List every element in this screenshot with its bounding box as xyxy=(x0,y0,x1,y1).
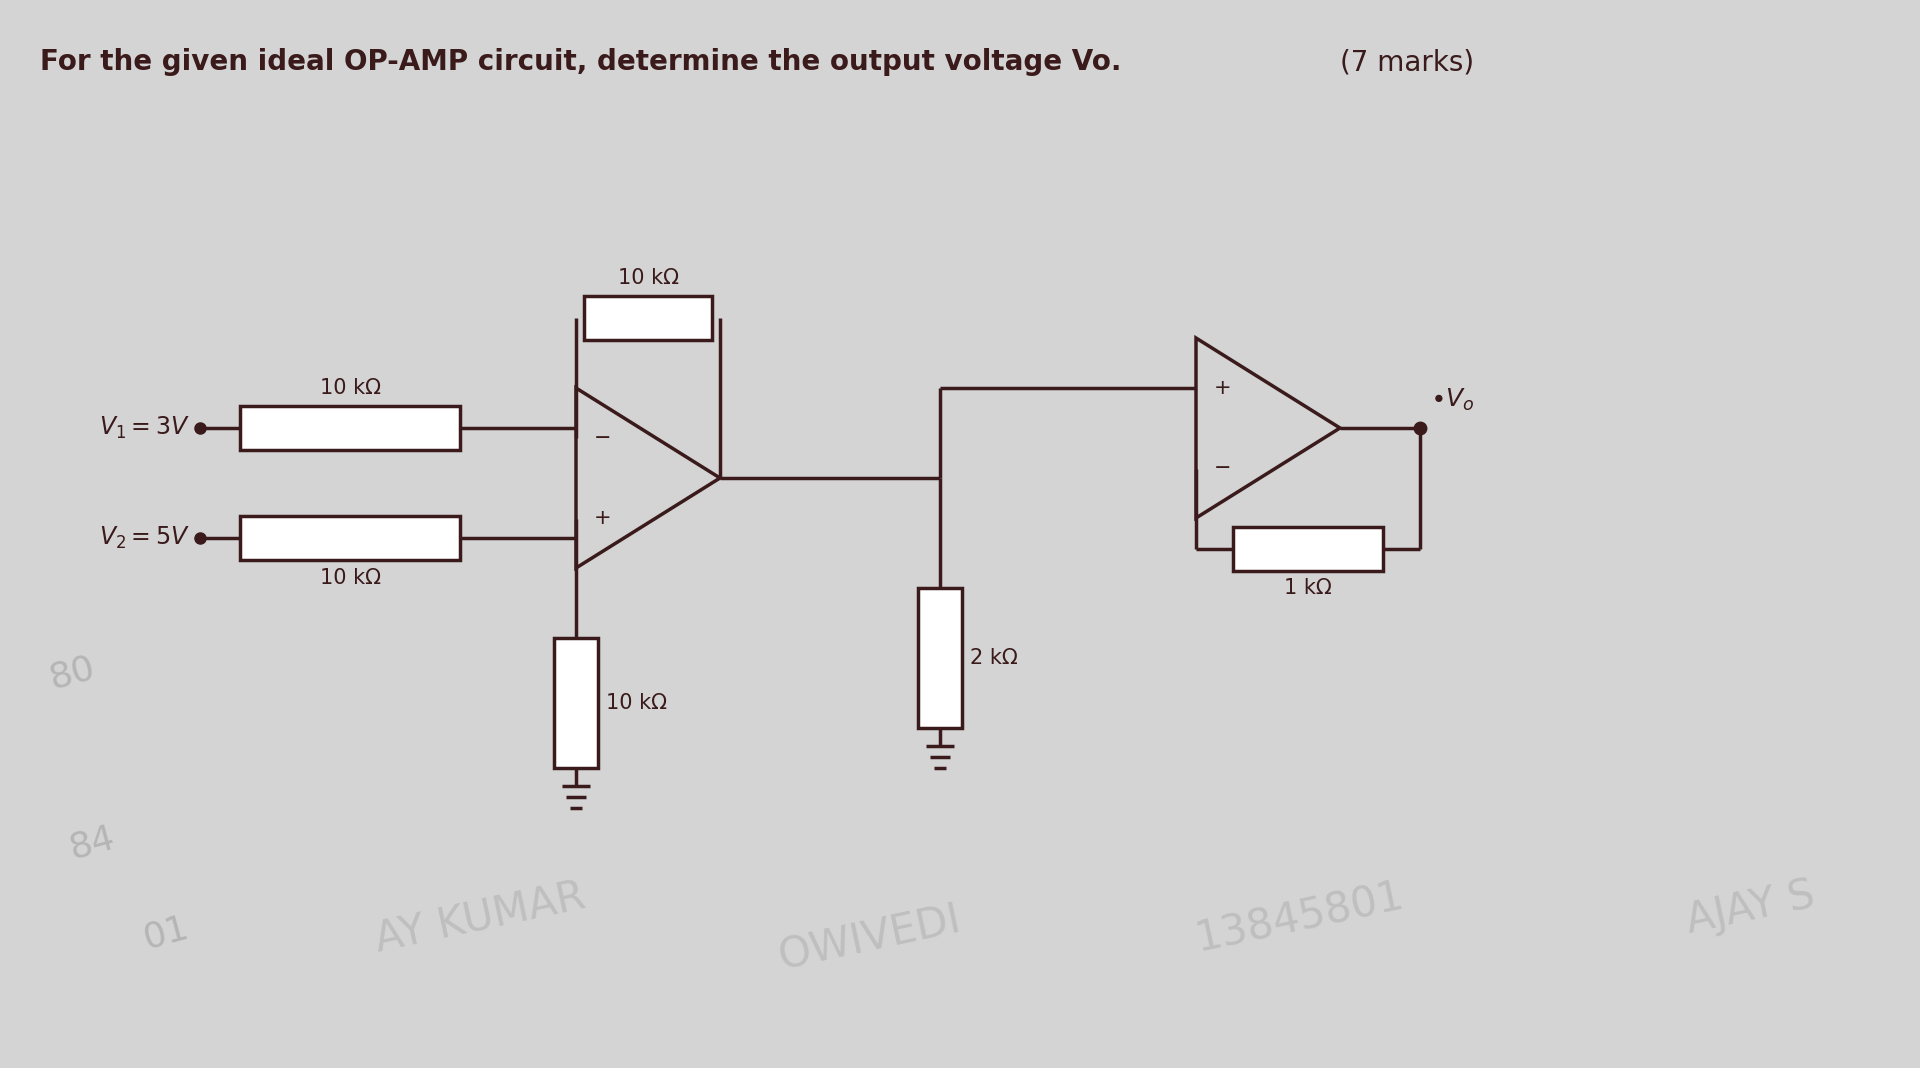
Bar xyxy=(1233,527,1382,570)
Text: 10 kΩ: 10 kΩ xyxy=(319,378,380,398)
Text: 1 kΩ: 1 kΩ xyxy=(1284,579,1332,598)
Text: −: − xyxy=(593,427,611,447)
Text: $\it{V}_2 = 5V$: $\it{V}_2 = 5V$ xyxy=(100,524,190,551)
Text: 13845801: 13845801 xyxy=(1192,876,1407,960)
Text: 84: 84 xyxy=(65,820,119,865)
Bar xyxy=(240,406,461,450)
Text: +: + xyxy=(1213,377,1231,397)
Text: 10 kΩ: 10 kΩ xyxy=(319,568,380,588)
Text: −: − xyxy=(1213,458,1231,478)
Text: $\it{V}_1 = 3V$: $\it{V}_1 = 3V$ xyxy=(100,414,190,441)
Text: 01: 01 xyxy=(140,910,194,955)
Text: For the given ideal OP-AMP circuit, determine the output voltage Vo.: For the given ideal OP-AMP circuit, dete… xyxy=(40,48,1121,76)
Text: +: + xyxy=(593,508,612,529)
Text: 80: 80 xyxy=(44,650,98,695)
Text: OWIVEDI: OWIVEDI xyxy=(776,898,966,978)
Text: 10 kΩ: 10 kΩ xyxy=(618,268,678,288)
Text: AY KUMAR: AY KUMAR xyxy=(371,875,589,961)
Bar xyxy=(240,516,461,560)
Text: (7 marks): (7 marks) xyxy=(1340,48,1475,76)
Text: 10 kΩ: 10 kΩ xyxy=(607,693,666,713)
Bar xyxy=(918,588,962,728)
Text: 2 kΩ: 2 kΩ xyxy=(970,648,1018,668)
Bar xyxy=(584,296,712,340)
Text: $\bullet V_o$: $\bullet V_o$ xyxy=(1430,387,1475,413)
Bar xyxy=(555,638,597,768)
Text: AJAY S: AJAY S xyxy=(1682,874,1818,942)
